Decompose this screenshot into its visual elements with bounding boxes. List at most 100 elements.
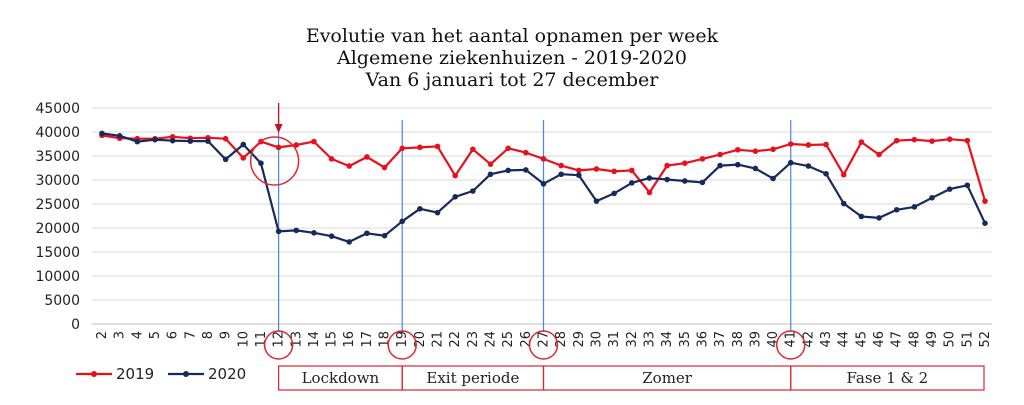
data-point-2020: [152, 136, 158, 143]
x-tick-label: 30: [589, 331, 604, 348]
data-point-2020: [664, 176, 670, 183]
data-point-2019: [611, 168, 617, 175]
y-tick-label: 10000: [35, 269, 80, 285]
highlight-circle: [249, 136, 300, 186]
data-point-2020: [752, 165, 759, 172]
x-tick-label: 2: [95, 331, 110, 339]
x-tick-label: 19: [395, 331, 410, 348]
data-point-2020: [187, 138, 194, 144]
data-point-2020: [99, 130, 105, 137]
data-point-2020: [893, 206, 900, 213]
x-tick-label: 15: [325, 331, 340, 348]
legend-marker-2019: [91, 371, 97, 377]
x-tick-label: 32: [625, 331, 640, 348]
x-tick-label: 8: [201, 331, 216, 339]
data-point-2020: [258, 160, 264, 166]
y-tick-label: 5000: [44, 293, 80, 309]
x-tick-label: 43: [819, 331, 834, 348]
data-point-2019: [699, 156, 706, 162]
data-point-2020: [293, 227, 300, 234]
data-point-2020: [452, 194, 459, 200]
data-point-2019: [417, 144, 423, 151]
data-point-2020: [911, 204, 918, 210]
week-circle: [263, 330, 294, 360]
y-tick-label: 45000: [35, 101, 80, 117]
data-point-2020: [876, 215, 882, 221]
phase-layer: Lockdown Exit periode Zomer Fase 1 & 2: [278, 365, 985, 391]
x-tick-label: 5: [148, 331, 163, 339]
data-point-2019: [523, 149, 529, 156]
x-tick-label: 4: [130, 331, 145, 339]
legend-layer: 2019 2020: [76, 365, 246, 383]
data-point-2020: [858, 213, 865, 220]
x-tick-label: 7: [183, 331, 198, 339]
x-tick-label: 48: [907, 331, 922, 348]
series-layer: [99, 130, 988, 245]
data-point-2020: [982, 220, 988, 226]
x-tick-label: 14: [307, 331, 322, 348]
x-tick-label: 24: [484, 331, 499, 348]
data-point-2019: [240, 155, 247, 161]
data-point-2019: [434, 143, 441, 150]
x-tick-label: 11: [254, 331, 269, 348]
data-point-2019: [487, 161, 494, 167]
x-tick-label: 25: [501, 331, 516, 348]
x-tick-label: 18: [378, 331, 393, 348]
axis-layer: 0 5000 10000 15000 20000 25000 30000 35000 40000…: [35, 101, 993, 348]
data-point-2020: [417, 206, 423, 212]
data-point-2020: [540, 181, 547, 187]
phase-label: Lockdown: [302, 369, 380, 387]
data-point-2020: [399, 218, 406, 225]
data-point-2019: [893, 137, 900, 144]
x-tick-label: 49: [925, 331, 940, 348]
data-point-2019: [558, 162, 564, 169]
data-point-2019: [540, 156, 547, 162]
x-tick-label: 22: [448, 331, 463, 348]
data-point-2019: [823, 141, 829, 148]
data-point-2020: [134, 138, 141, 145]
data-point-2020: [169, 137, 176, 144]
legend-label-2020: 2020: [208, 365, 246, 383]
data-point-2020: [275, 228, 282, 235]
data-point-2020: [470, 188, 476, 194]
data-point-2020: [717, 162, 723, 169]
x-tick-label: 27: [537, 331, 552, 348]
phase-label: Exit periode: [426, 369, 519, 387]
x-tick-label: 17: [360, 331, 375, 348]
data-point-2019: [982, 198, 988, 204]
data-point-2019: [505, 145, 511, 152]
data-point-2019: [381, 164, 388, 171]
x-tick-label: 23: [466, 331, 481, 348]
data-point-2020: [222, 156, 229, 163]
x-tick-label: 9: [219, 331, 234, 339]
data-point-2019: [964, 137, 971, 144]
data-point-2020: [840, 200, 847, 207]
data-point-2020: [646, 175, 653, 181]
y-tick-label: 15000: [35, 245, 80, 261]
data-point-2020: [734, 161, 741, 168]
x-tick-label: 16: [342, 331, 357, 348]
y-tick-label: 25000: [35, 197, 80, 213]
data-point-2020: [681, 178, 688, 184]
data-point-2019: [734, 146, 741, 153]
y-tick-label: 30000: [35, 173, 80, 189]
data-point-2020: [116, 133, 123, 139]
data-point-2019: [770, 146, 776, 153]
data-point-2020: [770, 175, 776, 182]
data-point-2020: [787, 159, 794, 166]
data-point-2020: [434, 209, 441, 216]
data-point-2019: [346, 163, 353, 169]
data-point-2019: [293, 142, 300, 148]
chart-title-line-2: Algemene ziekenhuizen - 2019-2020: [337, 47, 687, 69]
data-point-2019: [311, 138, 317, 145]
x-tick-label: 38: [731, 331, 746, 348]
chart-title-line-1: Evolutie van het aantal opnamen per week: [305, 25, 719, 47]
data-point-2020: [364, 230, 370, 237]
x-tick-label: 40: [766, 331, 781, 348]
data-point-2019: [681, 160, 688, 166]
legend-marker-2020: [183, 371, 189, 377]
x-tick-label: 26: [519, 331, 534, 348]
x-tick-label: 36: [695, 331, 710, 348]
legend-label-2019: 2019: [116, 365, 154, 383]
week-circle: [528, 330, 559, 360]
